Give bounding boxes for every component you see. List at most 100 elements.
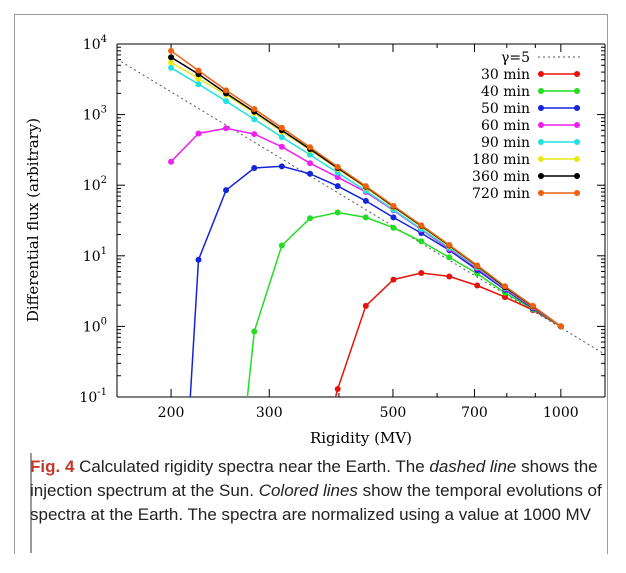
rigidity-spectra-chart: 200 300 500 700 1000 10-1 100 101 102 103 104 γ=5… (24, 34, 606, 447)
legend-label: 50 min (481, 101, 530, 117)
x-tick-label: 1000 (543, 405, 579, 421)
caption-body: Calculated rigidity spectra near the Ear… (30, 457, 602, 524)
legend-swatch-marker (574, 173, 580, 179)
data-point (334, 174, 341, 181)
data-point (168, 64, 175, 71)
data-point (446, 242, 453, 249)
y-tick-labels: 10-1 100 101 102 103 104 (79, 34, 107, 406)
data-point (334, 209, 341, 216)
series-line (246, 211, 562, 397)
data-point (195, 67, 202, 74)
caption-part: shows the injection spectrum at the Sun. (30, 457, 598, 500)
data-point (278, 242, 285, 249)
legend-swatch-marker (574, 88, 580, 94)
legend-label: 720 min (472, 186, 530, 202)
legend-label: 360 min (472, 169, 530, 185)
legend-label-reference: γ=5 (501, 50, 530, 66)
legend-swatch-marker (538, 88, 544, 94)
data-point (223, 125, 230, 132)
data-point (251, 116, 258, 123)
data-point (223, 187, 230, 194)
data-point (307, 144, 314, 151)
legend-swatch-marker (538, 139, 544, 145)
y-tick-label: 102 (83, 175, 107, 194)
data-point (390, 224, 397, 231)
caption-rule (30, 453, 32, 553)
data-point (251, 106, 258, 113)
legend-label: 60 min (481, 118, 530, 134)
data-point (168, 158, 175, 165)
data-point (334, 183, 341, 190)
legend-swatch-marker (538, 156, 544, 162)
caption-part: Colored lines (258, 481, 358, 500)
data-point (390, 214, 397, 221)
caption-part: dashed line (429, 457, 517, 476)
data-point (278, 163, 285, 170)
series-720-min (168, 47, 564, 330)
data-point (307, 151, 314, 158)
data-point (446, 254, 453, 261)
data-point (418, 238, 425, 245)
x-tick-label: 200 (158, 405, 185, 421)
x-axis-label: Rigidity (MV) (310, 429, 412, 447)
series-30-min (334, 270, 564, 397)
data-point (529, 302, 536, 309)
data-point (278, 143, 285, 150)
data-point (390, 276, 397, 283)
x-tick-label: 700 (461, 405, 488, 421)
data-point (223, 98, 230, 105)
x-tick-label: 300 (256, 405, 283, 421)
legend-swatch-marker (574, 105, 580, 111)
data-point (362, 214, 369, 221)
data-point (390, 202, 397, 209)
x-tick-labels: 200 300 500 700 1000 (158, 405, 579, 421)
y-tick-label: 103 (83, 105, 107, 124)
axis-ticks (117, 43, 605, 398)
data-point (307, 160, 314, 167)
figure-label: Fig. 4 (30, 457, 75, 476)
data-point (195, 256, 202, 263)
legend-label: 40 min (481, 84, 530, 100)
caption-part: Calculated rigidity spectra near the Ear… (74, 457, 430, 476)
legend-label: 90 min (481, 135, 530, 151)
data-point (362, 183, 369, 190)
legend-swatch-marker (538, 190, 544, 196)
data-point (501, 294, 508, 301)
data-point (251, 131, 258, 138)
legend-swatch-marker (574, 139, 580, 145)
caption-part: show the temporal evolutions of spectra … (30, 481, 602, 524)
legend-label: 180 min (472, 152, 530, 168)
data-point (168, 54, 175, 61)
legend-swatch-marker (538, 71, 544, 77)
data-point (474, 262, 481, 269)
legend-swatch-marker (538, 173, 544, 179)
data-point (446, 273, 453, 280)
series-line (334, 272, 562, 397)
y-tick-label: 101 (83, 246, 107, 265)
data-point (362, 302, 369, 309)
legend-swatch-marker (538, 105, 544, 111)
data-point (168, 59, 175, 66)
data-point (278, 124, 285, 131)
data-point (362, 197, 369, 204)
legend-swatch-marker (574, 71, 580, 77)
y-tick-label: 104 (83, 34, 107, 53)
data-point (501, 283, 508, 290)
data-point (334, 385, 341, 392)
data-point (223, 87, 230, 94)
y-tick-label: 100 (83, 316, 107, 335)
data-point (307, 215, 314, 222)
y-axis-label: Differential flux (arbitrary) (24, 118, 42, 322)
data-point (278, 134, 285, 141)
data-point (195, 81, 202, 88)
data-point (307, 170, 314, 177)
series-group (168, 47, 564, 397)
data-point (195, 75, 202, 82)
data-point (251, 165, 258, 172)
data-point (334, 163, 341, 170)
data-point (418, 270, 425, 277)
y-tick-label: 10-1 (79, 387, 107, 406)
figure-caption: Fig. 4 Calculated rigidity spectra near … (30, 455, 605, 527)
legend-swatch-marker (538, 122, 544, 128)
